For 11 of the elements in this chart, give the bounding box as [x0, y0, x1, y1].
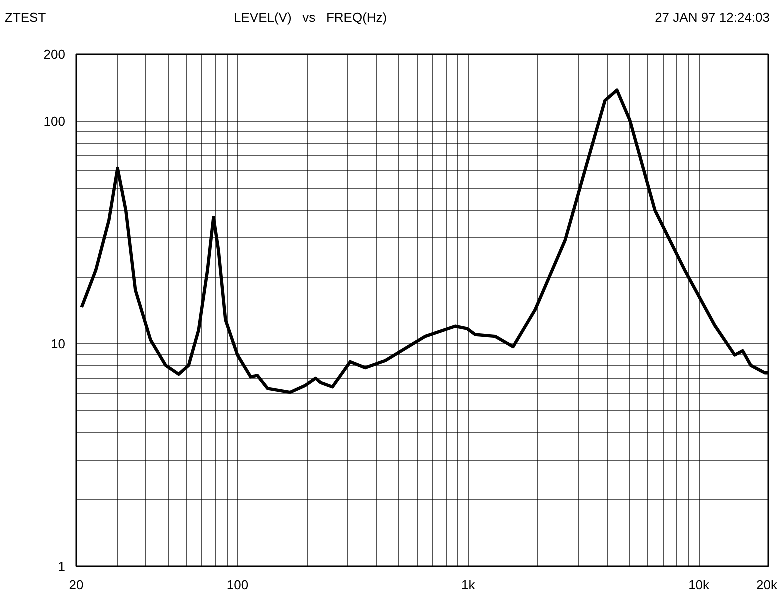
- x-tick-label: 20: [69, 578, 84, 591]
- x-tick-label: 10k: [688, 578, 710, 591]
- x-tick-label: 100: [226, 578, 249, 591]
- x-tick-label: 1k: [462, 578, 476, 591]
- text: LEVEL(V) vs FREQ(Hz): [234, 9, 388, 27]
- text: 27 JAN 97 12:24:03: [655, 9, 770, 27]
- y-tick-label: 1: [58, 559, 66, 574]
- y-tick-label: 200: [44, 47, 66, 62]
- y-tick-label: 100: [44, 114, 66, 129]
- y-tick-label: 10: [51, 336, 66, 352]
- chart-title: ZTEST: [5, 9, 46, 27]
